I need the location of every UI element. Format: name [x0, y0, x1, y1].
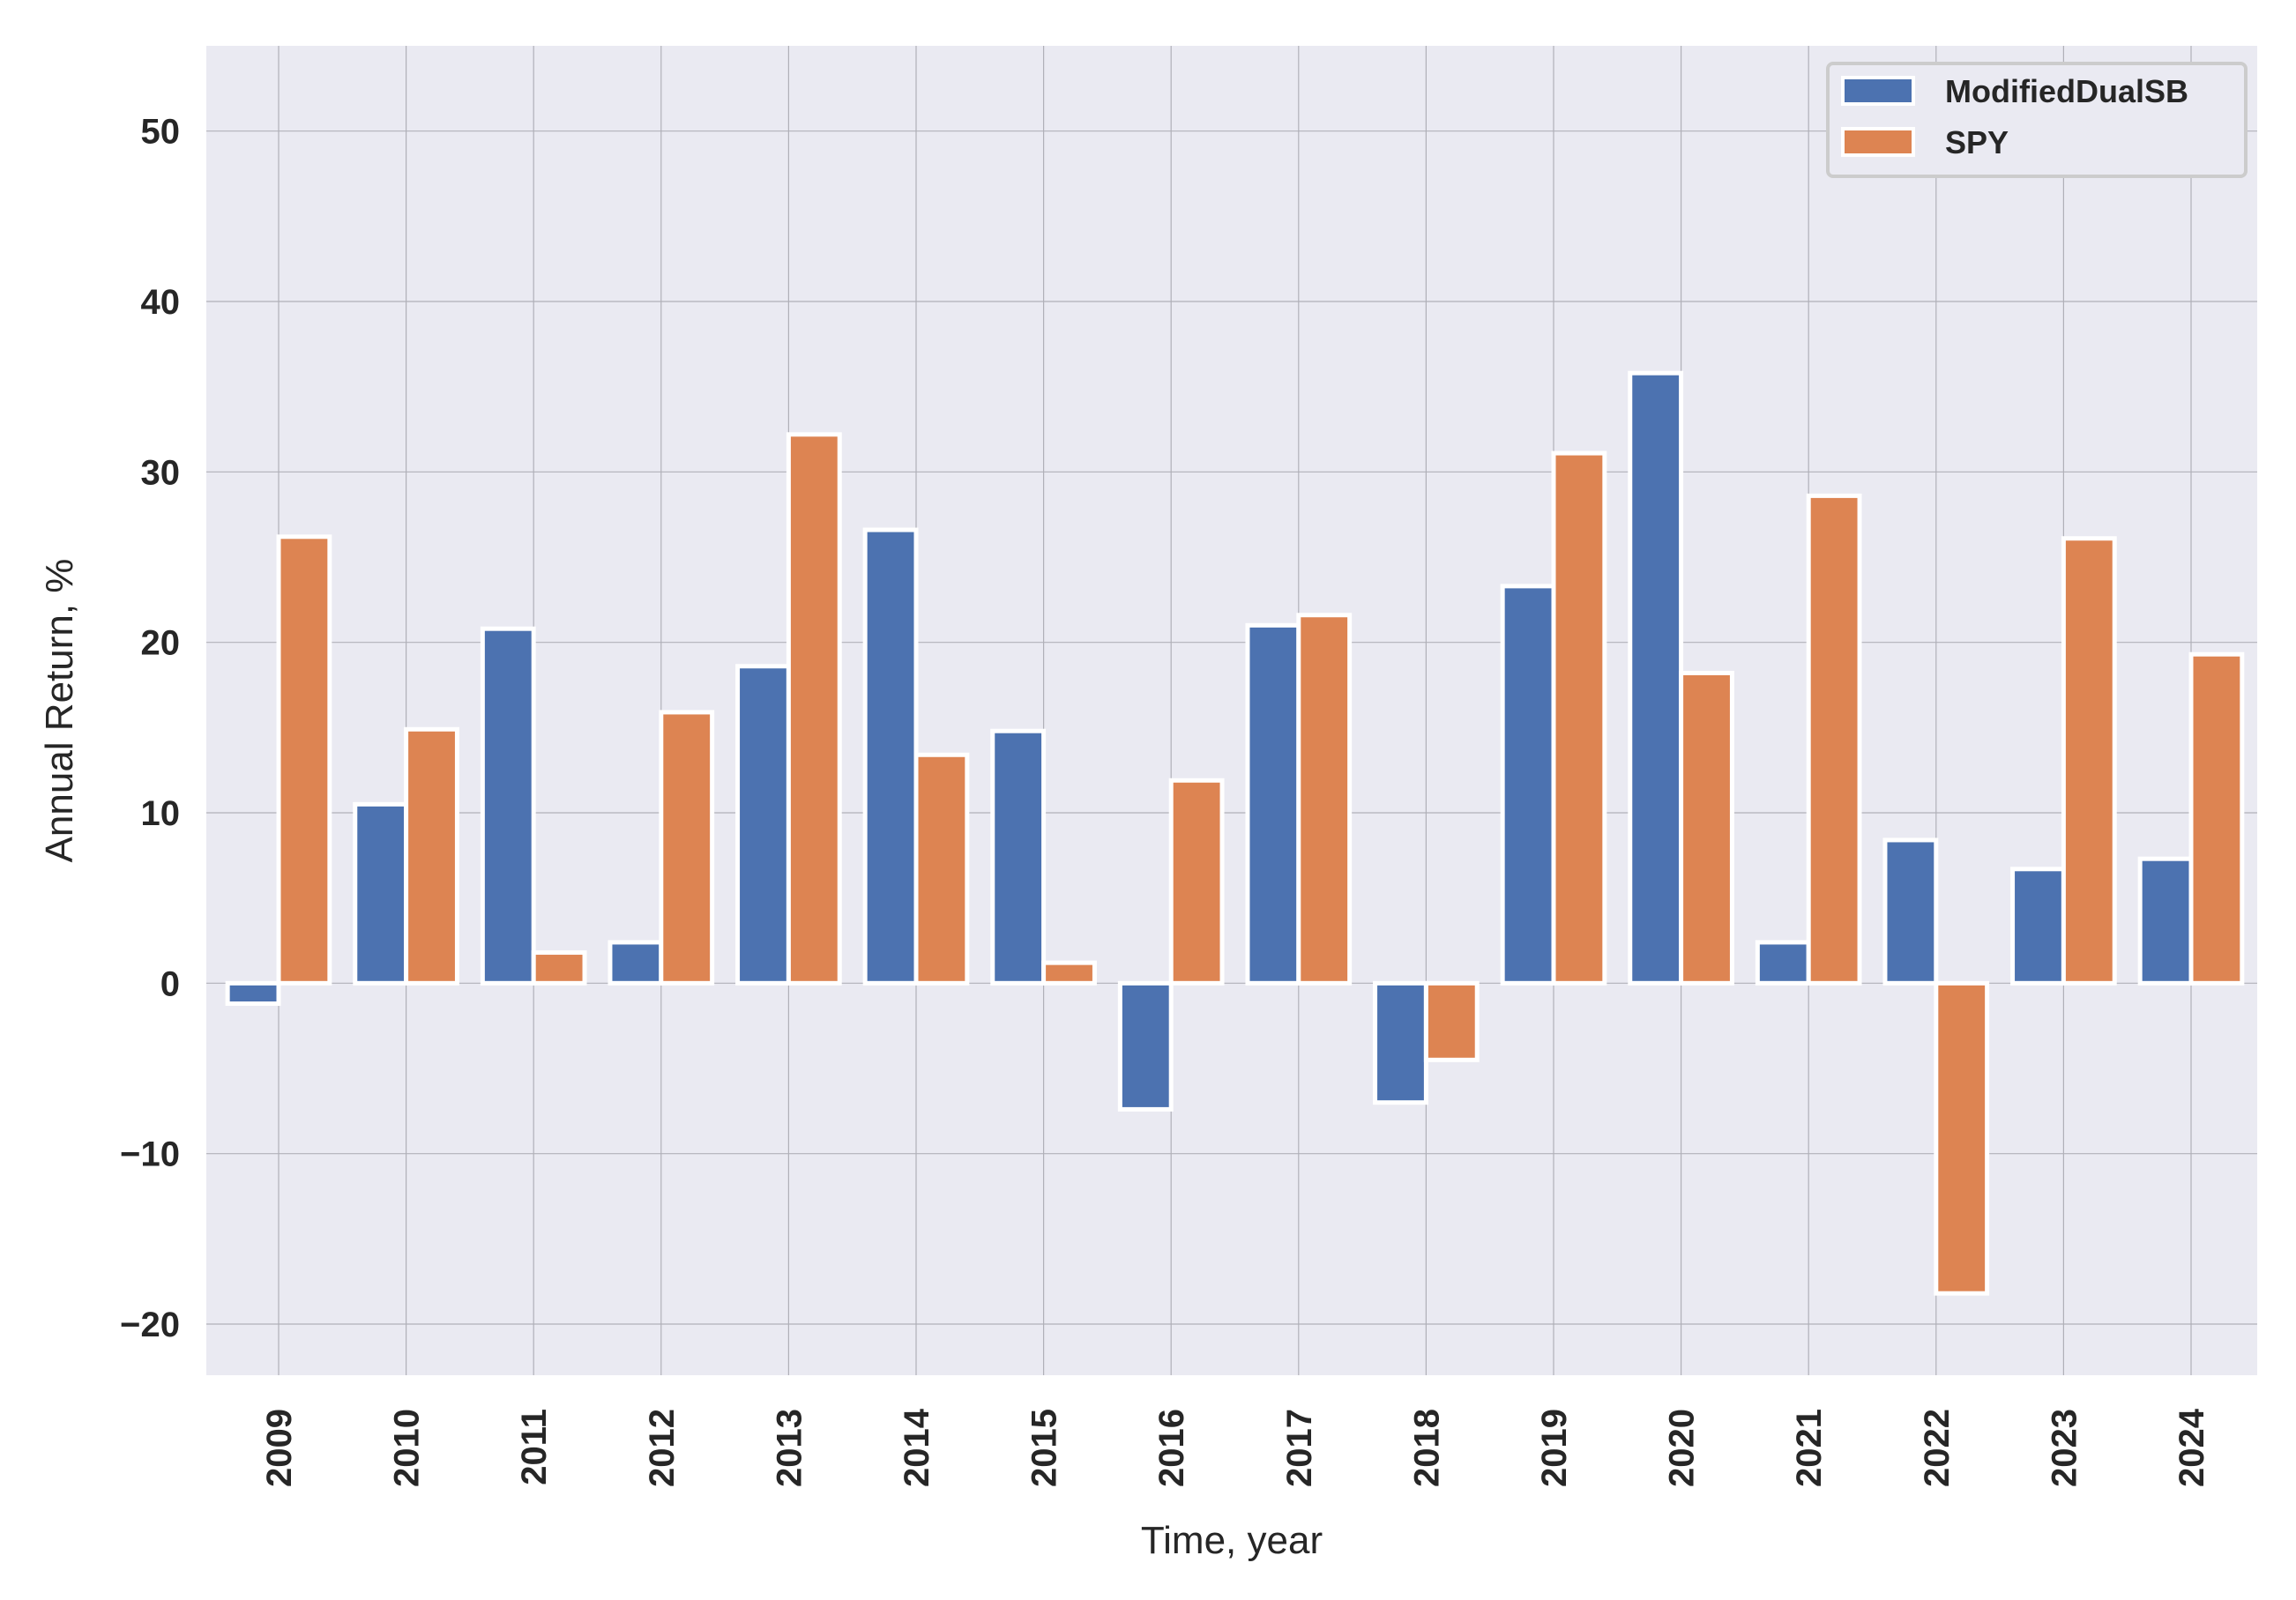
x-tick-label: 2010 [388, 1409, 427, 1487]
y-axis-label: Annual Return, % [38, 559, 81, 863]
y-tick-label: 0 [160, 964, 180, 1003]
bar-modifieddualsb-2010 [353, 801, 409, 986]
legend-box [1826, 62, 2248, 178]
bar-spy-2017 [1296, 613, 1353, 986]
x-tick-label: 2020 [1663, 1409, 1702, 1487]
legend-label-spy: SPY [1945, 124, 2009, 160]
x-tick-label: 2011 [515, 1409, 554, 1485]
y-tick-label: 30 [141, 453, 181, 492]
bar-spy-2015 [1041, 960, 1097, 986]
legend: ModifiedDualSB SPY [1826, 62, 2248, 178]
bar-modifieddualsb-2015 [990, 728, 1047, 986]
bar-spy-2014 [913, 752, 970, 986]
bars [225, 370, 2245, 1296]
bar-modifieddualsb-2019 [1500, 584, 1556, 986]
bar-spy-2023 [2061, 536, 2117, 986]
bar-spy-2013 [786, 432, 842, 986]
x-tick-label: 2012 [643, 1409, 682, 1487]
bar-modifieddualsb-2011 [480, 626, 536, 986]
bar-modifieddualsb-2016 [1117, 980, 1174, 1112]
bar-spy-2022 [1934, 980, 1990, 1296]
x-tick-label: 2024 [2173, 1408, 2211, 1487]
bar-modifieddualsb-2018 [1373, 980, 1428, 1105]
bar-spy-2019 [1551, 450, 1607, 986]
bar-spy-2018 [1423, 980, 1480, 1062]
bar-modifieddualsb-2013 [735, 664, 791, 986]
bar-modifieddualsb-2021 [1755, 940, 1811, 986]
y-tick-labels: −20 −10 0 10 20 30 40 50 [120, 113, 180, 1344]
x-tick-label: 2018 [1407, 1409, 1446, 1487]
bar-spy-2009 [276, 534, 332, 986]
x-tick-labels: 2009 2010 2011 2012 2013 2014 2015 2016 2017 2018… [260, 1408, 2211, 1487]
bar-spy-2010 [404, 726, 459, 986]
bar-spy-2016 [1168, 778, 1225, 986]
bar-modifieddualsb-2017 [1245, 622, 1301, 986]
x-tick-label: 2013 [770, 1409, 809, 1487]
bar-spy-2020 [1679, 670, 1734, 986]
y-tick-label: −10 [120, 1135, 180, 1174]
bar-modifieddualsb-2023 [2010, 867, 2066, 986]
x-axis-label: Time, year [1141, 1519, 1323, 1562]
x-tick-label: 2019 [1535, 1409, 1574, 1487]
y-tick-label: 20 [141, 624, 181, 663]
x-tick-label: 2014 [898, 1408, 936, 1487]
legend-swatch-spy [1841, 127, 1915, 157]
y-tick-label: 10 [141, 794, 181, 833]
x-tick-label: 2021 [1790, 1409, 1829, 1487]
x-tick-label: 2023 [2045, 1409, 2084, 1487]
bar-modifieddualsb-2024 [2137, 856, 2194, 986]
x-tick-label: 2009 [260, 1409, 299, 1487]
y-tick-label: −20 [120, 1306, 180, 1344]
y-tick-label: 50 [141, 113, 181, 152]
bar-modifieddualsb-2022 [1882, 837, 1939, 986]
y-tick-label: 40 [141, 283, 181, 322]
bar-modifieddualsb-2020 [1628, 370, 1684, 986]
x-tick-label: 2016 [1152, 1409, 1191, 1487]
bar-spy-2011 [531, 950, 587, 986]
x-tick-label: 2015 [1025, 1409, 1064, 1487]
bar-spy-2012 [659, 710, 715, 986]
legend-swatch-modifieddualsb [1841, 76, 1915, 106]
legend-label-modifieddualsb: ModifiedDualSB [1945, 73, 2188, 109]
bar-modifieddualsb-2012 [608, 940, 664, 986]
x-tick-label: 2017 [1280, 1409, 1319, 1487]
bar-spy-2024 [2188, 651, 2245, 986]
x-tick-label: 2022 [1918, 1409, 1957, 1487]
bar-spy-2021 [1806, 493, 1862, 986]
bar-modifieddualsb-2009 [225, 980, 281, 1007]
bar-modifieddualsb-2014 [862, 527, 919, 986]
